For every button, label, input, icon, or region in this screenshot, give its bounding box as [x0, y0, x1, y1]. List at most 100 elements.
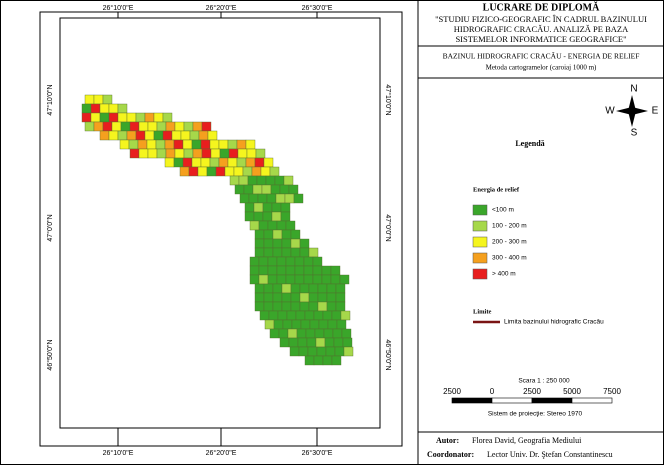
lon-label: 26°30'0"E [302, 449, 333, 457]
cell [281, 247, 292, 258]
cell [261, 184, 272, 195]
cell [269, 166, 280, 177]
cell [93, 121, 104, 132]
cell [300, 319, 311, 330]
cell [299, 301, 310, 312]
cell [267, 256, 278, 267]
cell [342, 337, 353, 348]
cell [284, 193, 295, 204]
cell [236, 157, 247, 168]
cell [312, 265, 323, 276]
cell [252, 184, 263, 195]
cell [336, 319, 347, 330]
scale-tick-label: 2500 [523, 387, 541, 396]
scale-text: Scara 1 : 250 000 [518, 378, 570, 385]
cell [281, 229, 292, 240]
cell [317, 301, 328, 312]
cell [335, 283, 346, 294]
cell [321, 274, 332, 285]
cell [119, 139, 130, 150]
cell [271, 202, 282, 213]
cell [272, 238, 283, 249]
cell [228, 148, 239, 159]
cell [341, 328, 352, 339]
cell [254, 292, 265, 303]
limit-label: Limita bazinului hidrografic Cracău [504, 319, 604, 326]
legend-swatch [472, 268, 488, 280]
cell [192, 148, 203, 159]
cell [267, 220, 278, 231]
cell [90, 112, 101, 123]
title-line: HIDROGRAFIC CRACĂU. ANALIZĂ PE BAZA [454, 24, 629, 34]
cell [239, 193, 250, 204]
cell [312, 274, 323, 285]
lat-label: 47°0'0"N [384, 214, 392, 241]
lon-label: 26°20'0"E [206, 449, 237, 457]
cell [303, 274, 314, 285]
cell [206, 166, 217, 177]
heading: LUCRARE DE DIPLOMĂ [483, 1, 600, 13]
cell [343, 346, 354, 357]
cell [278, 328, 289, 339]
cell [272, 283, 283, 294]
author: Florea David, Geografia Mediului [472, 436, 582, 445]
cell [326, 283, 337, 294]
cell [263, 238, 274, 249]
cell [137, 139, 148, 150]
cell [259, 310, 270, 321]
cell [126, 130, 137, 141]
cell [322, 310, 333, 321]
cell [102, 94, 113, 105]
legend: <100 m 100 - 200 m 200 - 300 m 300 - 400 m >… [472, 204, 527, 280]
cell [276, 274, 287, 285]
cell [263, 229, 274, 240]
cell [245, 157, 256, 168]
cell [244, 211, 255, 222]
grid-cells [81, 94, 354, 366]
cell [294, 274, 305, 285]
cell [281, 283, 292, 294]
cell [215, 166, 226, 177]
cell [234, 184, 245, 195]
cell [183, 121, 194, 132]
cell [201, 121, 212, 132]
cell [165, 121, 176, 132]
cell [210, 148, 221, 159]
cell [247, 175, 258, 186]
cell [326, 301, 337, 312]
cell [156, 148, 167, 159]
cell [290, 238, 301, 249]
map-title: BAZINUL HIDROGRAFIC CRACĂU - ENERGIA DE … [443, 52, 640, 61]
legend-swatch [472, 220, 488, 232]
cell [262, 211, 273, 222]
cell [249, 265, 260, 276]
cell [285, 256, 296, 267]
cell [318, 319, 329, 330]
cell [237, 148, 248, 159]
cell [191, 157, 202, 168]
cell [188, 166, 199, 177]
author-label: Autor: [436, 436, 459, 445]
cell [303, 256, 314, 267]
title-line: "STUDIU FIZICO-GEOGRAFIC ÎN CADRUL BAZIN… [435, 14, 647, 24]
cell [147, 121, 158, 132]
cell [262, 202, 273, 213]
cell [191, 139, 202, 150]
cell [309, 319, 320, 330]
cell [276, 256, 287, 267]
scale-segment [491, 397, 533, 404]
cell [253, 202, 264, 213]
cell [331, 310, 342, 321]
compass-e: E [652, 106, 659, 117]
cell [126, 112, 137, 123]
legend-group: Energia de relief [473, 186, 520, 193]
cell [339, 274, 350, 285]
cell [283, 175, 294, 186]
cell [254, 157, 265, 168]
cell [90, 103, 101, 114]
cell [227, 139, 238, 150]
scale-tick-label: 0 [490, 387, 495, 396]
cell [242, 166, 253, 177]
cell [254, 229, 265, 240]
cell [324, 337, 335, 348]
